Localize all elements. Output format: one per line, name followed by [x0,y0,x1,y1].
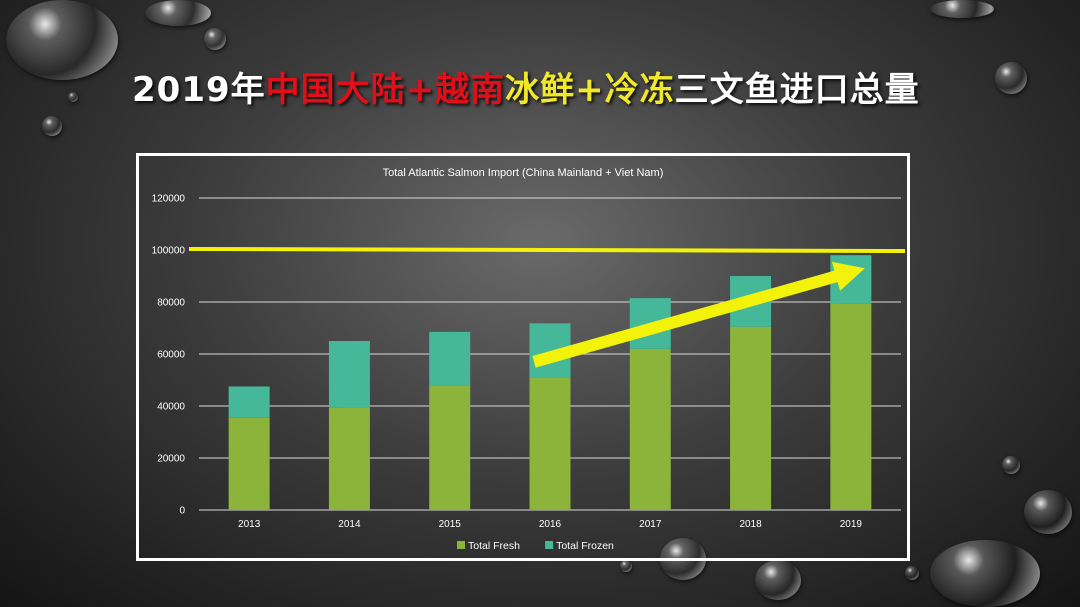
bar-total-frozen [328,341,370,408]
stacked-bar-chart: Total Atlantic Salmon Import (China Main… [152,167,906,552]
x-tick-label: 2015 [439,519,462,530]
trend-arrow [532,261,865,368]
water-drop-decoration [6,0,118,80]
slide-title-part: 2019年 [132,70,266,110]
water-drop-decoration [905,566,919,580]
water-drop-decoration [204,28,226,50]
bar-total-frozen [429,331,471,386]
bar-total-fresh [529,377,571,510]
bar-total-fresh [328,407,370,510]
chart-title: Total Atlantic Salmon Import (China Main… [383,167,664,179]
legend-swatch [457,541,465,549]
bar-total-fresh [429,385,471,510]
water-drop-decoration [755,560,801,600]
bar-total-fresh [830,303,872,510]
water-drop-decoration [930,0,994,18]
water-drop-decoration [1024,490,1072,534]
legend-swatch [545,541,554,549]
x-tick-label: 2016 [539,519,562,530]
y-tick-label: 0 [179,506,185,517]
bar-total-fresh [730,326,772,510]
slide-title-part: 三文鱼进口总量 [674,70,920,110]
slide-title-part: 冰鲜+冷冻 [505,70,675,110]
water-drop-decoration [68,92,78,102]
slide-title-part: 中国大陆+越南 [265,70,506,110]
bar-total-fresh [629,348,671,510]
x-tick-label: 2017 [639,519,662,530]
x-tick-label: 2018 [739,519,762,530]
y-tick-label: 100000 [152,246,186,257]
water-drop-decoration [1002,456,1020,474]
chart-frame: Total Atlantic Salmon Import (China Main… [136,153,910,561]
water-drop-decoration [145,0,211,26]
x-tick-label: 2019 [840,519,863,530]
x-tick-label: 2013 [238,519,261,530]
water-drop-decoration [42,116,62,136]
slide-title: 2019年中国大陆+越南冰鲜+冷冻三文鱼进口总量 [132,62,920,111]
legend-label: Total Frozen [556,540,614,552]
water-drop-decoration [930,540,1040,607]
water-drop-decoration [620,560,632,572]
y-tick-label: 60000 [157,350,185,361]
water-drop-decoration [995,62,1027,94]
y-tick-label: 80000 [157,298,185,309]
reference-line [188,247,906,253]
x-tick-label: 2014 [338,519,361,530]
y-tick-label: 40000 [157,402,185,413]
y-tick-label: 20000 [157,454,185,465]
bar-total-fresh [228,417,270,510]
bar-total-frozen [228,386,270,418]
y-tick-label: 120000 [152,194,186,205]
legend-label: Total Fresh [468,540,520,552]
